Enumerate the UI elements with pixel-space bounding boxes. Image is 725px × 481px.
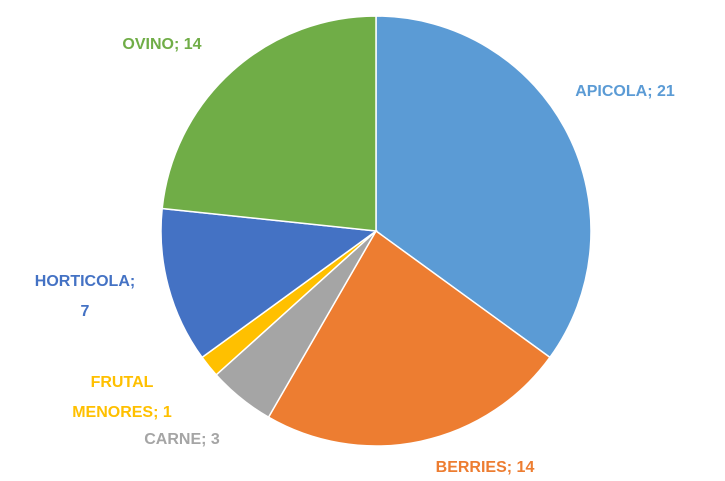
pie-slice	[160, 207, 379, 359]
data-label: HORTICOLA; 7	[34, 273, 136, 320]
pie-slice	[267, 229, 551, 447]
data-label: APICOLA; 21	[575, 83, 675, 100]
pie-slice	[161, 15, 377, 232]
data-label: CARNE; 3	[144, 431, 220, 448]
data-label: OVINO; 14	[122, 36, 202, 53]
data-label: BERRIES; 14	[435, 459, 535, 476]
pie-slice	[375, 15, 592, 359]
data-label: FRUTAL MENORES; 1	[72, 374, 172, 421]
